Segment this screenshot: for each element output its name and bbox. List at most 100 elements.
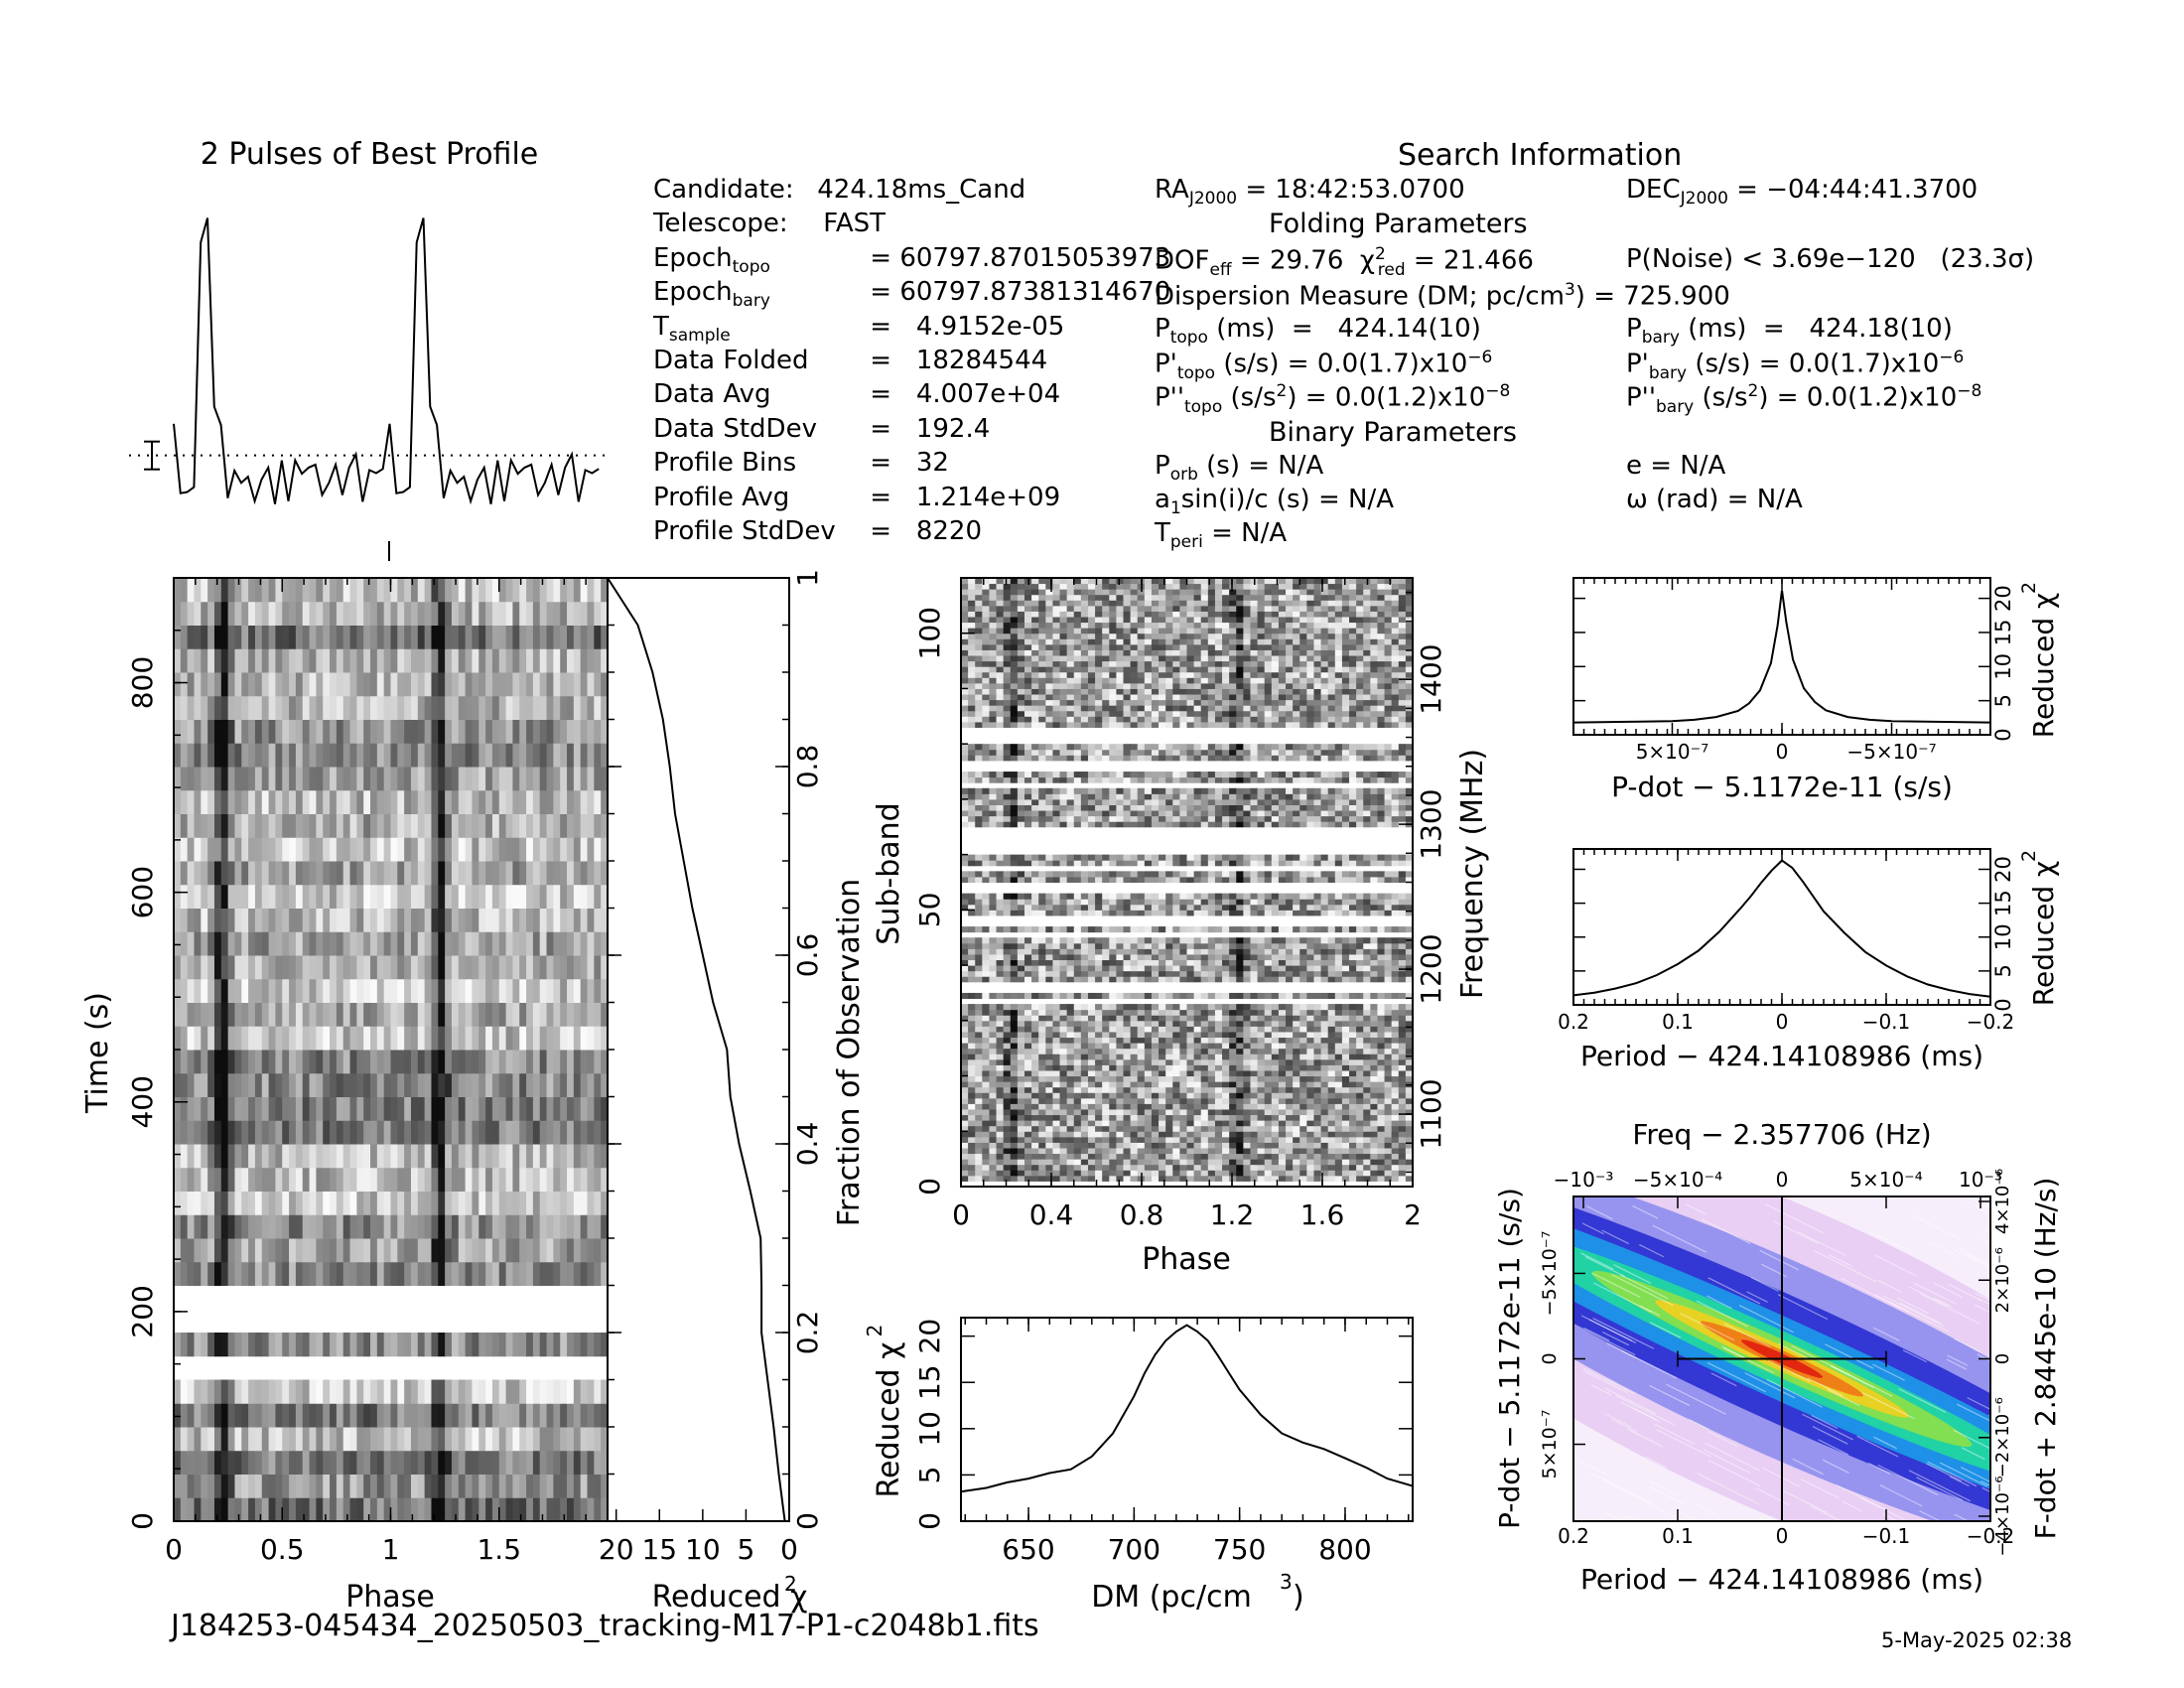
heat-cell	[1087, 1131, 1096, 1138]
heat-cell	[1306, 976, 1314, 983]
heat-cell	[1066, 1153, 1075, 1160]
heat-cell	[532, 1333, 541, 1357]
heat-cell	[1363, 1048, 1371, 1055]
heat-cell	[519, 1474, 527, 1498]
heat-cell	[1320, 1043, 1329, 1050]
heat-cell	[512, 1497, 520, 1522]
heat-cell	[248, 978, 256, 1003]
heat-cell	[330, 1261, 338, 1286]
heat-cell	[519, 1379, 527, 1404]
heat-cell	[330, 1214, 338, 1239]
heat-cell	[1384, 1004, 1393, 1011]
heat-cell	[1236, 1131, 1244, 1138]
heat-cell	[478, 672, 486, 697]
heat-cell	[356, 978, 364, 1003]
heat-cell	[404, 861, 412, 886]
heat-cell	[1144, 1009, 1153, 1016]
heat-cell	[241, 1497, 249, 1522]
heat-cell	[187, 1002, 195, 1027]
heat-cell	[330, 813, 338, 838]
heat-cell	[1087, 992, 1096, 1000]
heat-cell	[1243, 976, 1251, 983]
heat-cell	[397, 1427, 405, 1452]
heat-cell	[349, 578, 357, 603]
heat-cell	[505, 1191, 513, 1215]
heat-cell	[254, 1403, 263, 1428]
heat-cell	[397, 648, 405, 673]
heat-cell	[567, 931, 575, 956]
heat-cell	[323, 1403, 331, 1428]
heat-cell	[1109, 1103, 1117, 1110]
heat-cell	[532, 1497, 541, 1522]
heat-cell	[1123, 1048, 1132, 1055]
heat-cell	[1320, 1009, 1329, 1016]
heat-cell	[1066, 1004, 1075, 1011]
heat-cell	[1349, 1086, 1357, 1093]
heat-cell	[1102, 1048, 1110, 1055]
heat-cell	[532, 1002, 541, 1027]
heat-cell	[1059, 1015, 1068, 1022]
heat-cell	[1313, 1037, 1322, 1044]
heat-cell	[376, 978, 385, 1003]
heat-cell	[505, 578, 513, 603]
heat-cell	[1017, 1125, 1025, 1132]
heat-cell	[1123, 1159, 1132, 1166]
heat-cell	[1172, 1009, 1180, 1016]
heat-cell	[1087, 1086, 1096, 1093]
heat-cell	[207, 625, 215, 649]
heat-cell	[275, 1497, 283, 1522]
heat-cell	[207, 1191, 215, 1215]
heat-cell	[234, 1026, 242, 1051]
heat-cell	[478, 1497, 486, 1522]
heat-cell	[1243, 1136, 1251, 1143]
heat-cell	[1087, 1064, 1096, 1071]
heat-cell	[323, 789, 331, 814]
heat-cell	[580, 743, 589, 768]
heat-cell	[254, 1026, 263, 1051]
heat-cell	[289, 767, 297, 791]
heat-cell	[491, 1050, 500, 1074]
heat-cell	[1137, 976, 1146, 983]
heat-cell	[573, 1214, 582, 1239]
heat-cell	[1095, 1004, 1103, 1011]
heat-cell	[390, 978, 398, 1003]
heat-cell	[1222, 1009, 1230, 1016]
heat-cell	[180, 1096, 189, 1121]
heat-cell	[349, 813, 357, 838]
heat-cell	[1123, 1153, 1132, 1160]
heat-cell	[295, 1050, 304, 1074]
heat-cell	[1165, 1048, 1173, 1055]
heat-cell	[532, 1026, 541, 1051]
heat-cell	[539, 1050, 548, 1074]
heat-cell	[594, 861, 602, 886]
heat-cell	[1320, 1159, 1329, 1166]
heat-cell	[1207, 1043, 1216, 1050]
heat-cell	[1286, 1037, 1294, 1044]
heat-cell	[282, 813, 290, 838]
heat-cell	[573, 1238, 582, 1263]
heat-cell	[451, 955, 460, 980]
heat-cell	[1299, 1054, 1307, 1060]
heat-cell	[519, 1403, 527, 1428]
heat-cell	[397, 1144, 405, 1169]
heat-cell	[275, 648, 283, 673]
heat-cell	[532, 1072, 541, 1097]
heat-cell	[458, 672, 467, 697]
time-phase-ytick: 600	[126, 866, 159, 918]
heat-cell	[1293, 1015, 1300, 1022]
heat-cell	[220, 672, 229, 697]
heat-cell	[1144, 1026, 1153, 1033]
heat-cell	[1137, 1020, 1146, 1027]
heat-cell	[982, 1026, 990, 1033]
heat-cell	[1186, 1136, 1195, 1143]
heat-cell	[478, 1144, 486, 1169]
heat-cell	[546, 1002, 554, 1027]
heat-cell	[1363, 1069, 1371, 1077]
heat-cell	[1313, 1131, 1322, 1138]
heat-cell	[207, 789, 215, 814]
heat-cell	[220, 1002, 229, 1027]
heat-cell	[505, 1379, 513, 1404]
heat-cell	[1165, 1114, 1173, 1121]
heat-cell	[1116, 1043, 1125, 1050]
heat-cell	[1123, 1103, 1132, 1110]
